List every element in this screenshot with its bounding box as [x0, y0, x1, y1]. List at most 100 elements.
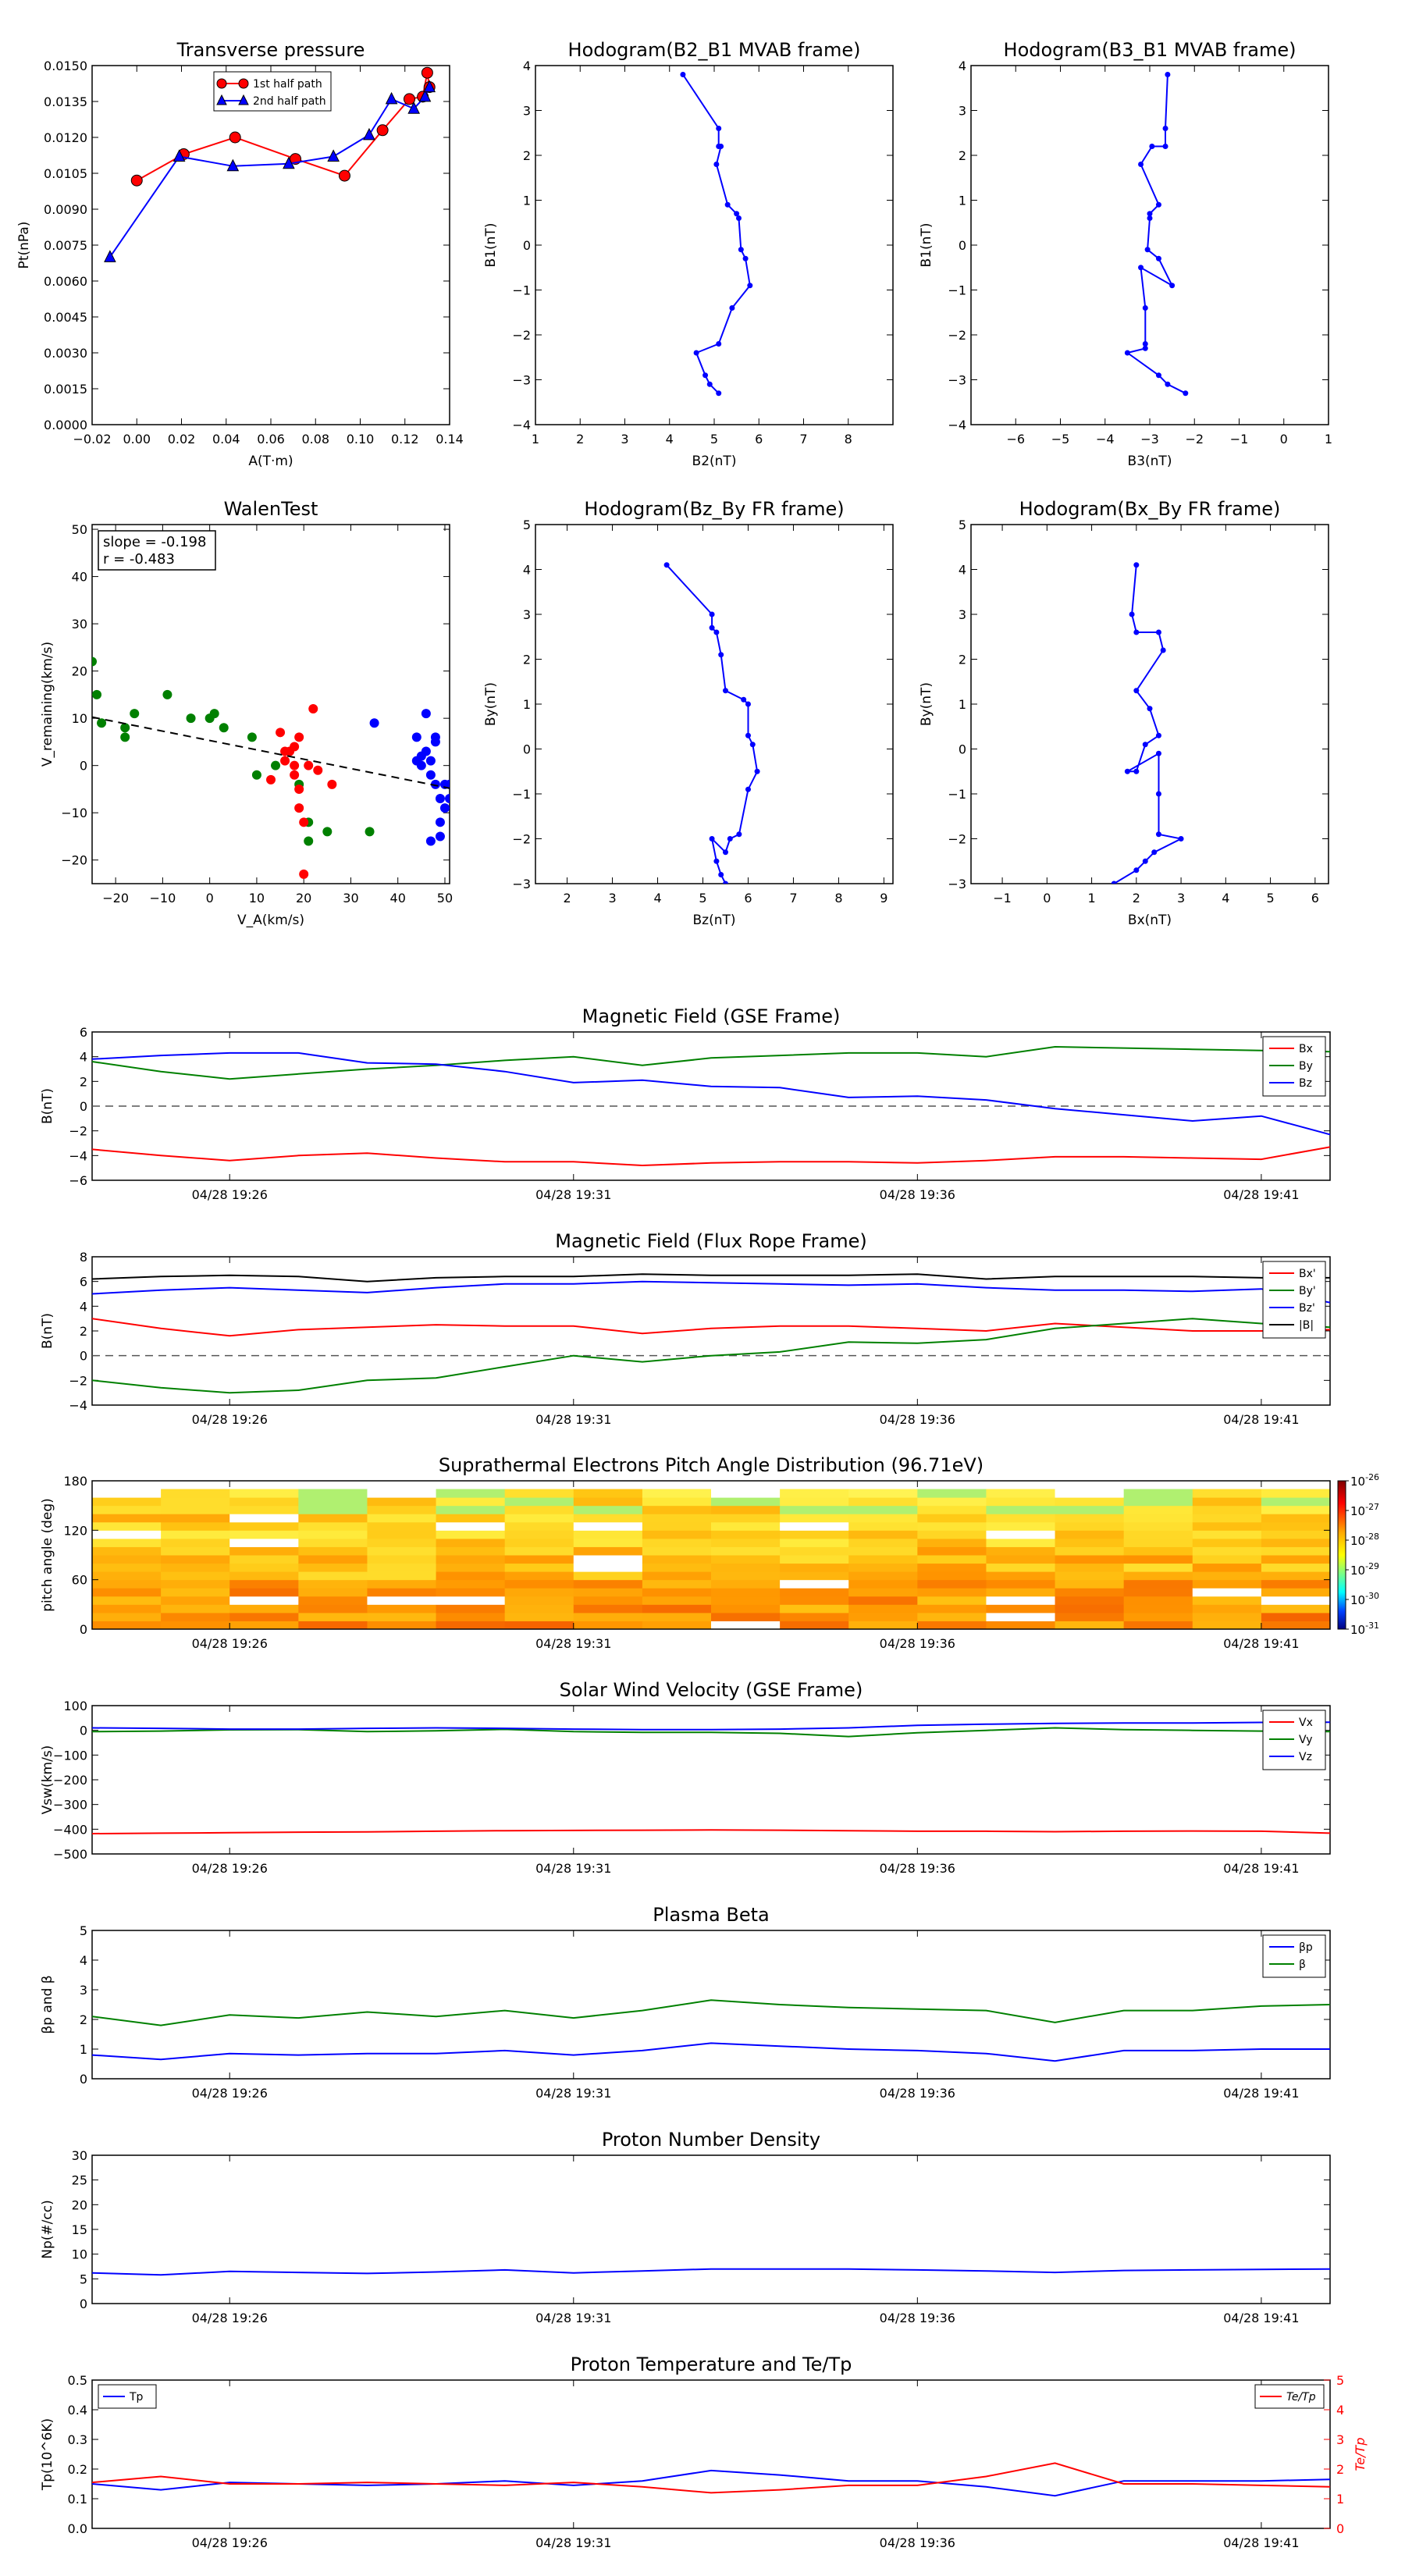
- heatmap-cell: [229, 1563, 299, 1572]
- heatmap-cell: [917, 1521, 987, 1531]
- heatmap-cell: [917, 1555, 987, 1564]
- heatmap-cell: [711, 1604, 781, 1614]
- data-point: [423, 80, 436, 93]
- heatmap-cell: [298, 1555, 368, 1564]
- heatmap-cell: [367, 1563, 437, 1572]
- x-tick-label: −5: [1051, 432, 1070, 447]
- x-tick-label: 04/28 19:31: [535, 2311, 611, 2325]
- y-axis-label: By(nT): [919, 682, 934, 726]
- y-tick-label: 100: [63, 1699, 87, 1713]
- y-tick-label: 4: [80, 1299, 87, 1314]
- heatmap-cell: [1055, 1621, 1125, 1629]
- heatmap-cell: [1192, 1530, 1262, 1539]
- data-point: [1133, 688, 1140, 694]
- x-tick-label: 04/28 19:36: [880, 1861, 955, 1876]
- scatter-point: [280, 756, 290, 766]
- y-tick-label: −1: [948, 787, 966, 802]
- heatmap-cell: [229, 1505, 299, 1514]
- x-axis-label: B2(nT): [692, 454, 737, 469]
- legend-label: Bz': [1299, 1302, 1315, 1315]
- x-tick-label: 3: [1177, 891, 1185, 906]
- heatmap-cell: [1055, 1521, 1125, 1531]
- heatmap-cell: [780, 1571, 849, 1581]
- heatmap-cell: [1261, 1621, 1330, 1629]
- heatmap-cell: [504, 1563, 574, 1572]
- heatmap-cell: [711, 1588, 781, 1597]
- heatmap-cell: [1261, 1555, 1330, 1564]
- y-tick-label: 4: [80, 1050, 87, 1065]
- heatmap-cell: [986, 1514, 1056, 1523]
- heatmap-cell: [229, 1571, 299, 1581]
- plot-area: [1111, 562, 1184, 884]
- data-point: [1142, 858, 1148, 864]
- heatmap-cell: [436, 1579, 506, 1589]
- heatmap-cell: [573, 1621, 643, 1629]
- y-tick-label: 120: [63, 1523, 87, 1538]
- y-tick-label: 6: [80, 1025, 87, 1040]
- plot-area: [92, 1273, 1330, 1394]
- data-point: [1151, 849, 1158, 856]
- y-axis-label: Vsw(km/s): [40, 1745, 55, 1815]
- heatmap-cell: [436, 1612, 506, 1621]
- heatmap-cell: [711, 1514, 781, 1523]
- chart-plasma-beta: Plasma Beta 04/28 19:26 04/28 19:31 04/28 1…: [40, 1904, 1331, 2101]
- annotation-text: r = -0.483: [103, 551, 175, 568]
- heatmap-cell: [229, 1489, 299, 1498]
- heatmap-cell: [436, 1596, 506, 1605]
- heatmap-cell: [1192, 1505, 1262, 1514]
- x-tick-label: 04/28 19:31: [535, 1861, 611, 1876]
- y-tick-label: −100: [53, 1748, 87, 1763]
- heatmap-cell: [92, 1579, 162, 1589]
- heatmap-cell: [780, 1521, 849, 1531]
- heatmap-cell: [298, 1514, 368, 1523]
- x-tick-label: 04/28 19:41: [1223, 1636, 1299, 1651]
- heatmap-cell: [917, 1530, 987, 1539]
- y-tick-label: −1: [512, 283, 531, 298]
- x-tick-label: 3: [621, 432, 628, 447]
- heatmap-cell: [504, 1521, 574, 1531]
- y-tick-label: −4: [69, 1398, 87, 1413]
- y-tick-label: 2: [523, 148, 531, 163]
- heatmap-cell: [573, 1588, 643, 1597]
- scatter-point: [162, 689, 173, 699]
- scatter-point: [369, 718, 379, 728]
- heatmap-cell: [848, 1579, 918, 1589]
- data-point: [1149, 144, 1155, 149]
- heatmap-cell: [298, 1621, 368, 1629]
- heatmap-cell: [1192, 1538, 1262, 1547]
- axes-frame: [535, 524, 894, 884]
- heatmap-cell: [1055, 1530, 1125, 1539]
- x-tick-label: 1: [1087, 891, 1095, 906]
- heatmap-cell: [298, 1530, 368, 1539]
- heatmap-cell: [1123, 1596, 1193, 1605]
- y-tick-label: 25: [72, 2173, 87, 2188]
- heatmap-cell: [436, 1505, 506, 1514]
- y-tick-label: 0.0000: [44, 418, 87, 432]
- heatmap-cell: [573, 1538, 643, 1547]
- y-tick-label: 15: [72, 2222, 87, 2237]
- x-tick-label: 04/28 19:31: [535, 1187, 611, 1202]
- x-tick-label: 3: [608, 891, 616, 906]
- heatmap-cell: [573, 1546, 643, 1556]
- x-tick-label: 04/28 19:26: [192, 1412, 268, 1427]
- data-point: [693, 350, 699, 356]
- chart-title: Hodogram(Bx_By FR frame): [1019, 498, 1281, 520]
- heatmap-cell: [1192, 1612, 1262, 1621]
- legend-label: Vx: [1299, 1717, 1313, 1729]
- series-line-By': [92, 1318, 1330, 1394]
- heatmap-cell: [1192, 1497, 1262, 1507]
- heatmap-cell: [367, 1571, 437, 1581]
- heatmap-cell: [298, 1505, 368, 1514]
- x-axis-label: A(T·m): [248, 454, 293, 469]
- heatmap-cell: [780, 1621, 849, 1629]
- legend-marker: [238, 94, 249, 105]
- y-tick-label: 0.3: [68, 2432, 87, 2447]
- heatmap-cell: [1123, 1489, 1193, 1498]
- heatmap-cell: [504, 1497, 574, 1507]
- heatmap-cell: [436, 1621, 506, 1629]
- y-tick-label: 5: [80, 1923, 87, 1938]
- heatmap-cell: [573, 1596, 643, 1605]
- heatmap-cell: [573, 1571, 643, 1581]
- heatmap-cell: [229, 1546, 299, 1556]
- heatmap-cell: [92, 1546, 162, 1556]
